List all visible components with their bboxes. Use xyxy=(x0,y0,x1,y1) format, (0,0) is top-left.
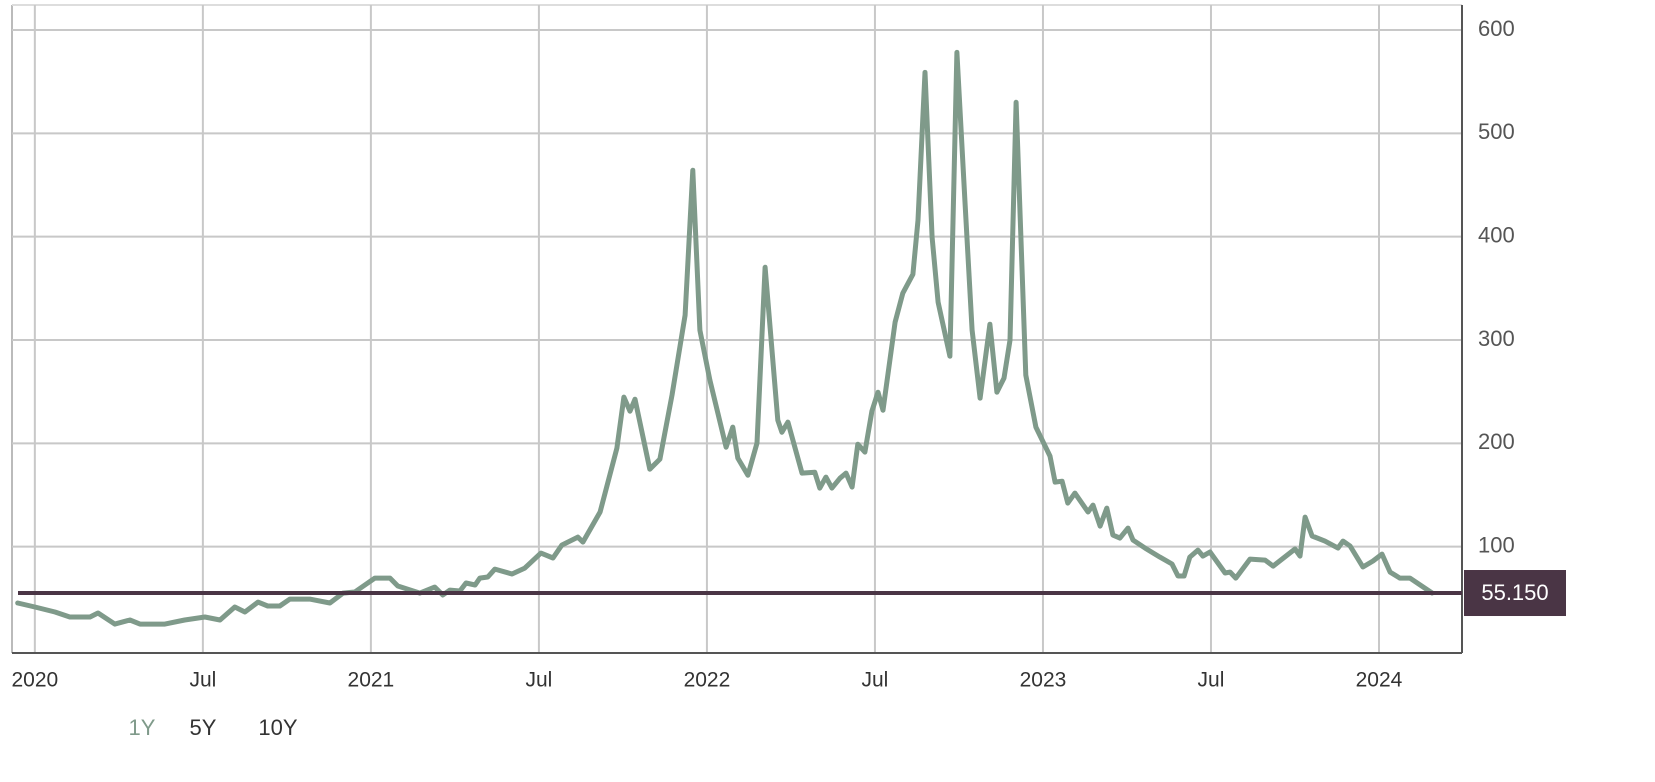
price-line xyxy=(15,49,1435,627)
y-tick-label: 400 xyxy=(1478,222,1515,247)
range-button[interactable]: 5Y xyxy=(190,715,217,740)
current-value-badge xyxy=(1464,570,1566,617)
x-tick-label: 2020 xyxy=(11,669,58,692)
y-tick-label: 600 xyxy=(1478,16,1515,41)
x-tick-label: Jul xyxy=(525,669,552,692)
y-tick-label: 500 xyxy=(1478,119,1515,144)
x-tick-label: 2022 xyxy=(684,669,731,692)
range-button[interactable]: 10Y xyxy=(258,715,297,740)
x-tick-label: Jul xyxy=(1198,669,1225,692)
y-tick-label: 200 xyxy=(1478,429,1515,454)
y-tick-label: 100 xyxy=(1478,532,1515,557)
x-tick-label: 2021 xyxy=(348,669,395,692)
x-tick-label: 2023 xyxy=(1020,669,1067,692)
x-tick-label: Jul xyxy=(862,669,889,692)
current-value-label: 55.150 xyxy=(1481,580,1548,605)
range-button[interactable]: 1Y xyxy=(129,715,156,740)
x-tick-label: 2024 xyxy=(1356,669,1403,692)
y-tick-label: 300 xyxy=(1478,326,1515,351)
x-tick-label: Jul xyxy=(189,669,216,692)
